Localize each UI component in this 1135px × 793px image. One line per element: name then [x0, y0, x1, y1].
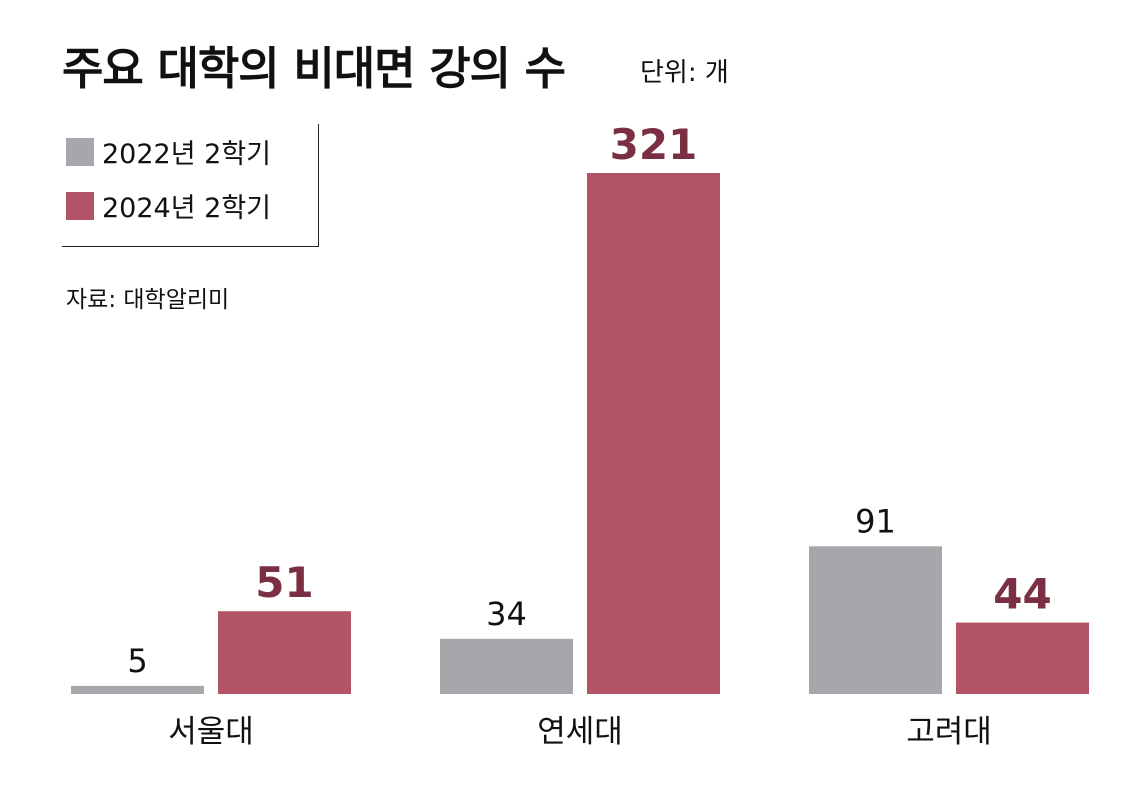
- category-label-1: 서울대: [168, 714, 254, 750]
- bar-1-2024: [218, 611, 351, 694]
- legend-label-2024: 2024년 2학기: [102, 193, 271, 224]
- legend-swatch-2022: [66, 137, 94, 166]
- data-label-1-2024: 51: [255, 558, 313, 607]
- bar-3-2024: [956, 622, 1089, 694]
- bar-2-2024: [587, 173, 720, 694]
- data-label-3-2024: 44: [993, 570, 1051, 619]
- legend-label-2022: 2022년 2학기: [102, 139, 271, 170]
- data-label-2-2022: 34: [486, 595, 527, 633]
- category-label-2: 연세대: [537, 714, 623, 750]
- data-label-1-2022: 5: [127, 642, 147, 680]
- category-label-3: 고려대: [906, 714, 992, 750]
- legend-item-2022: 2022년 2학기: [66, 132, 271, 171]
- data-label-3-2022: 91: [855, 502, 896, 540]
- bar-1-2022: [71, 685, 204, 694]
- unit-note: 단위: 개: [640, 58, 729, 88]
- data-label-2-2024: 321: [610, 120, 698, 169]
- bar-3-2022: [809, 546, 942, 694]
- legend-swatch-2024: [66, 191, 94, 220]
- chart-title: 주요 대학의 비대면 강의 수: [62, 42, 566, 95]
- bar-2-2022: [440, 638, 573, 694]
- legend: 2022년 2학기 2024년 2학기: [62, 124, 319, 247]
- source-note: 자료: 대학알리미: [66, 287, 230, 313]
- legend-item-2024: 2024년 2학기: [66, 186, 271, 225]
